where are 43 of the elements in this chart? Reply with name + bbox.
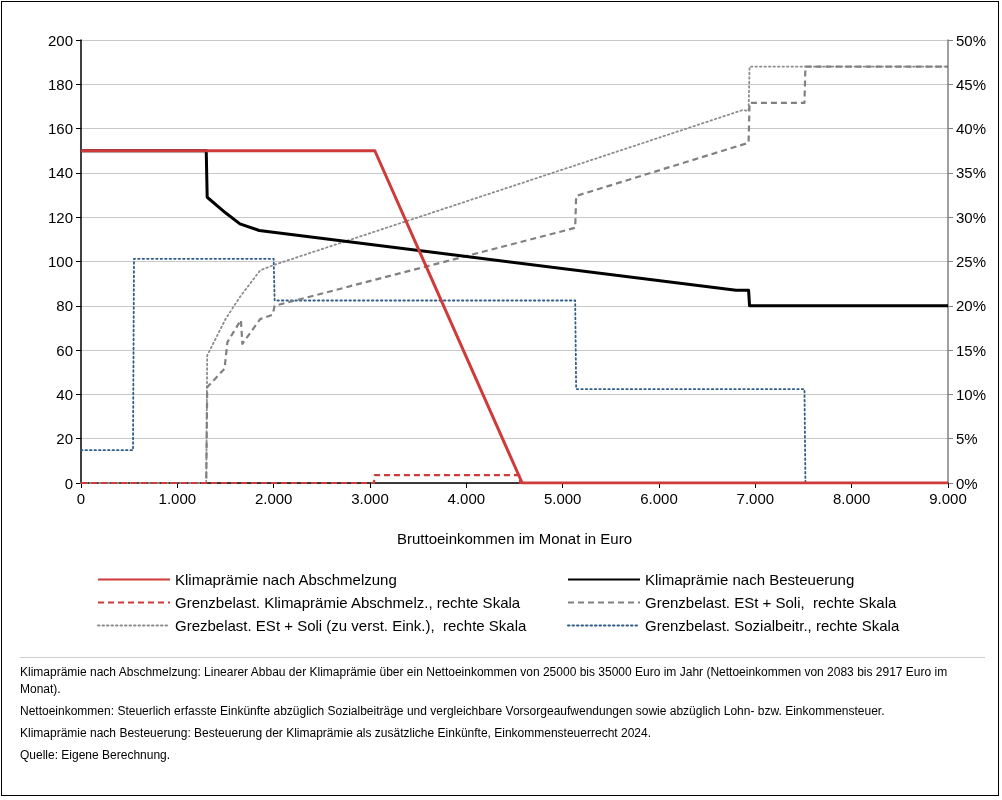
y-tick-label: 100 xyxy=(47,253,73,270)
text: Klimaprämie nach Abschmelzung: Linearer Abbau der Klimaprämie über ein Nettoeinkommen von 25000 bis 35000 Euro im Jahr (Nettoeinkommen von 2083 bis 2917 Euro im Monat). xyxy=(20,664,949,698)
y-tick-label: 80 xyxy=(56,297,73,315)
x-tick-label: 7.000 xyxy=(736,490,775,507)
legend-label: Grenzbelast. Klimaprämie Abschmelz., rechte Skala xyxy=(175,594,521,611)
y2-tick-label: 25% xyxy=(956,253,987,270)
y2-tick-label: 50% xyxy=(956,31,987,49)
x-axis-title: Bruttoeinkommen im Monat in Euro xyxy=(396,530,633,547)
y-tick-label: 20 xyxy=(56,430,73,448)
y-tick-label: 200 xyxy=(47,31,73,49)
x-tick-label: 1.000 xyxy=(158,490,197,507)
x-tick-label: 2.000 xyxy=(254,490,293,507)
y-tick-label: 140 xyxy=(47,164,73,182)
y-tick-label: 0 xyxy=(64,474,73,492)
y-tick-label: 160 xyxy=(47,120,73,138)
y-tick-label: 120 xyxy=(47,208,73,226)
x-tick-label: 5.000 xyxy=(543,490,582,507)
y-tick-label: 40 xyxy=(56,385,73,403)
legend-label: Klimaprämie nach Abschmelzung xyxy=(175,571,397,588)
y2-tick-label: 15% xyxy=(956,341,987,359)
y2-tick-label: 5% xyxy=(956,430,978,448)
x-tick-label: 9.000 xyxy=(929,490,967,507)
x-tick-label: 8.000 xyxy=(832,490,871,507)
y2-tick-label: 40% xyxy=(956,120,987,138)
y2-tick-label: 45% xyxy=(956,75,987,93)
legend-label: Grezbelast. ESt + Soli (zu verst. Eink.), rechte Skala xyxy=(175,617,528,634)
y2-tick-label: 10% xyxy=(956,385,987,403)
x-tick-label: 6.000 xyxy=(640,490,678,507)
x-tick-label: 4.000 xyxy=(447,490,486,507)
legend-label: Grenzbelast. ESt + Soli, rechte Skala xyxy=(645,594,898,611)
text: Nettoeinkommen: Steuerlich erfasste Einkünfte abzüglich Sozialbeiträge und vergleichbare Vorsorgeaufwendungen sowie abzüglich Lohn- bzw. Einkommensteuer. xyxy=(20,703,886,720)
y2-tick-label: 20% xyxy=(956,297,987,315)
y2-tick-label: 35% xyxy=(956,164,987,182)
legend-label: Grenzbelast. Sozialbeitr., rechte Skala xyxy=(645,617,900,634)
y2-tick-label: 0% xyxy=(956,474,978,492)
x-tick-label: 0 xyxy=(76,490,86,507)
source-note: Quelle: Eigene Berechnung. xyxy=(20,747,172,764)
y-tick-label: 60 xyxy=(56,341,73,359)
text: Klimaprämie nach Besteuerung: Besteuerung der Klimaprämie als zusätzliche Einkünfte, Einkommensteuerrecht 2024. xyxy=(20,725,652,742)
x-tick-label: 3.000 xyxy=(351,490,389,507)
y-tick-label: 180 xyxy=(47,75,73,93)
legend-label: Klimaprämie nach Besteuerung xyxy=(645,571,855,588)
y2-tick-label: 30% xyxy=(956,208,987,226)
